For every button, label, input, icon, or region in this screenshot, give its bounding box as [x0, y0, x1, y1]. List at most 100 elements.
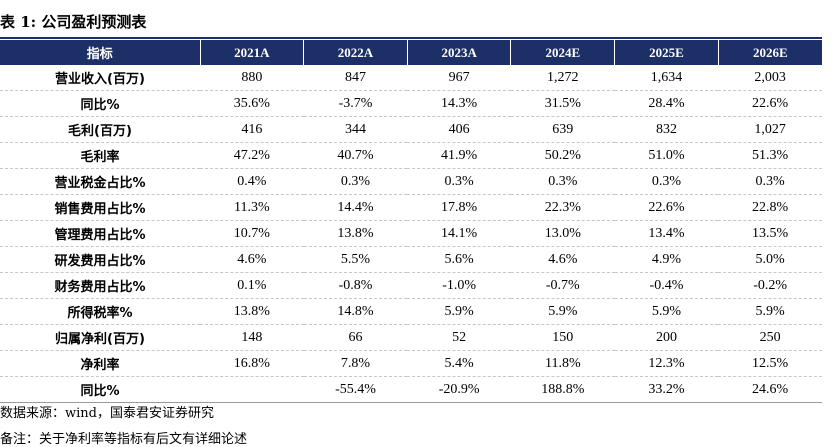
table-cell: 40.7%	[303, 142, 408, 169]
table-cell: 188.8%	[510, 376, 615, 403]
table-cell: -0.8%	[303, 272, 408, 299]
table-cell: 847	[303, 65, 408, 91]
header-year-2026e: 2026E	[753, 44, 788, 60]
table-cell: 51.0%	[614, 142, 719, 169]
table-cell: 22.6%	[718, 90, 822, 117]
table-cell: -0.4%	[614, 272, 719, 299]
table-cell: 31.5%	[510, 90, 615, 117]
table-cell: 14.8%	[303, 298, 408, 325]
table-cell: -1.0%	[407, 272, 511, 299]
table-row: 销售费用占比% 11.3% 14.4% 17.8% 22.3% 22.6% 22.8%	[0, 194, 822, 221]
table-row: 同比% -55.4% -20.9% 188.8% 33.2% 24.6%	[0, 376, 822, 403]
table-row: 所得税率% 13.8% 14.8% 5.9% 5.9% 5.9% 5.9%	[0, 298, 822, 325]
row-label: 毛利率	[0, 142, 200, 169]
table-cell: 5.6%	[407, 246, 511, 273]
table-cell: 148	[200, 324, 304, 351]
table-cell: 14.4%	[303, 194, 408, 221]
table-row: 归属净利(百万) 148 66 52 150 200 250	[0, 324, 822, 351]
row-label: 销售费用占比%	[0, 194, 200, 221]
table-cell: 1,027	[718, 116, 822, 143]
table-row: 营业收入(百万) 880 847 967 1,272 1,634 2,003	[0, 65, 822, 91]
table-cell: 200	[614, 324, 719, 351]
table-header-row: 指标 2021A 2022A 2023A 2024E 2025E 2026E	[0, 40, 822, 65]
row-label: 营业税金占比%	[0, 168, 200, 195]
table-cell: 5.9%	[407, 298, 511, 325]
row-label: 净利率	[0, 350, 200, 377]
table-row: 财务费用占比% 0.1% -0.8% -1.0% -0.7% -0.4% -0.2%	[0, 272, 822, 299]
table-cell: 22.3%	[510, 194, 615, 221]
row-label: 同比%	[0, 90, 200, 117]
header-year-2023a: 2023A	[407, 40, 512, 65]
table-cell: 35.6%	[200, 90, 304, 117]
table-cell: 4.6%	[200, 246, 304, 273]
table-row: 净利率 16.8% 7.8% 5.4% 11.8% 12.3% 12.5%	[0, 350, 822, 377]
table-cell: 0.3%	[510, 168, 615, 195]
table-row: 管理费用占比% 10.7% 13.8% 14.1% 13.0% 13.4% 13.5%	[0, 220, 822, 247]
table-cell: 22.8%	[718, 194, 822, 221]
table-cell: 66	[303, 324, 408, 351]
table-cell: 0.3%	[303, 168, 408, 195]
table-cell: 344	[303, 116, 408, 143]
table-cell: -20.9%	[407, 376, 511, 403]
table-cell: 0.3%	[407, 168, 511, 195]
table-cell: 16.8%	[200, 350, 304, 377]
table-cell: 14.1%	[407, 220, 511, 247]
table-cell	[200, 376, 304, 403]
table-cell: -0.2%	[718, 272, 822, 299]
table-cell: 416	[200, 116, 304, 143]
table-cell: 1,272	[510, 65, 615, 91]
table-cell: 47.2%	[200, 142, 304, 169]
table-cell: 14.3%	[407, 90, 511, 117]
header-year-2024e: 2024E	[510, 40, 616, 65]
table-cell: 28.4%	[614, 90, 719, 117]
table-row: 营业税金占比% 0.4% 0.3% 0.3% 0.3% 0.3% 0.3%	[0, 168, 822, 195]
row-label: 营业收入(百万)	[0, 65, 200, 91]
header-year-2022a: 2022A	[303, 40, 408, 65]
table-cell: 0.3%	[718, 168, 822, 195]
row-label: 归属净利(百万)	[0, 324, 200, 351]
header-year-2021a: 2021A	[200, 40, 305, 65]
source-note: 数据来源：wind，国泰君安证券研究	[0, 406, 214, 421]
row-label: 同比%	[0, 376, 200, 403]
table-cell: 52	[407, 324, 511, 351]
table-row: 毛利率 47.2% 40.7% 41.9% 50.2% 51.0% 51.3%	[0, 142, 822, 169]
remark-note: 备注：关于净利率等指标有后文有详细论述	[0, 432, 248, 447]
table-cell: 13.4%	[614, 220, 719, 247]
table-cell: 5.4%	[407, 350, 511, 377]
table-cell: 41.9%	[407, 142, 511, 169]
table-cell: 11.8%	[510, 350, 615, 377]
table-cell: 250	[718, 324, 822, 351]
table-cell: 11.3%	[200, 194, 304, 221]
table-cell: 10.7%	[200, 220, 304, 247]
row-label: 管理费用占比%	[0, 220, 200, 247]
table-cell: 4.6%	[510, 246, 615, 273]
table-cell: 967	[407, 65, 511, 91]
table-cell: 832	[614, 116, 719, 143]
table-cell: -55.4%	[303, 376, 408, 403]
table-body: 营业收入(百万) 880 847 967 1,272 1,634 2,003 同比% 35.6%…	[0, 65, 822, 403]
table-cell: 13.8%	[303, 220, 408, 247]
row-label: 财务费用占比%	[0, 272, 200, 299]
header-indicator: 指标	[0, 40, 201, 65]
row-label: 研发费用占比%	[0, 246, 200, 273]
row-label: 毛利(百万)	[0, 116, 200, 143]
table-cell: 4.9%	[614, 246, 719, 273]
table-cell: 13.8%	[200, 298, 304, 325]
table-cell: 33.2%	[614, 376, 719, 403]
table-cell: 5.0%	[718, 246, 822, 273]
table-cell: 24.6%	[718, 376, 822, 403]
table-cell: 1,634	[614, 65, 719, 91]
table-cell: -3.7%	[303, 90, 408, 117]
table-cell: 12.5%	[718, 350, 822, 377]
table-cell: 7.8%	[303, 350, 408, 377]
title-rule	[0, 37, 822, 39]
table-row: 同比% 35.6% -3.7% 14.3% 31.5% 28.4% 22.6%	[0, 90, 822, 117]
table-cell: 150	[510, 324, 615, 351]
table-cell: 22.6%	[614, 194, 719, 221]
table-cell: 51.3%	[718, 142, 822, 169]
table-cell: 5.9%	[510, 298, 615, 325]
table-cell: 0.3%	[614, 168, 719, 195]
table-cell: 13.5%	[718, 220, 822, 247]
table-row: 研发费用占比% 4.6% 5.5% 5.6% 4.6% 4.9% 5.0%	[0, 246, 822, 273]
table-cell: 880	[200, 65, 304, 91]
